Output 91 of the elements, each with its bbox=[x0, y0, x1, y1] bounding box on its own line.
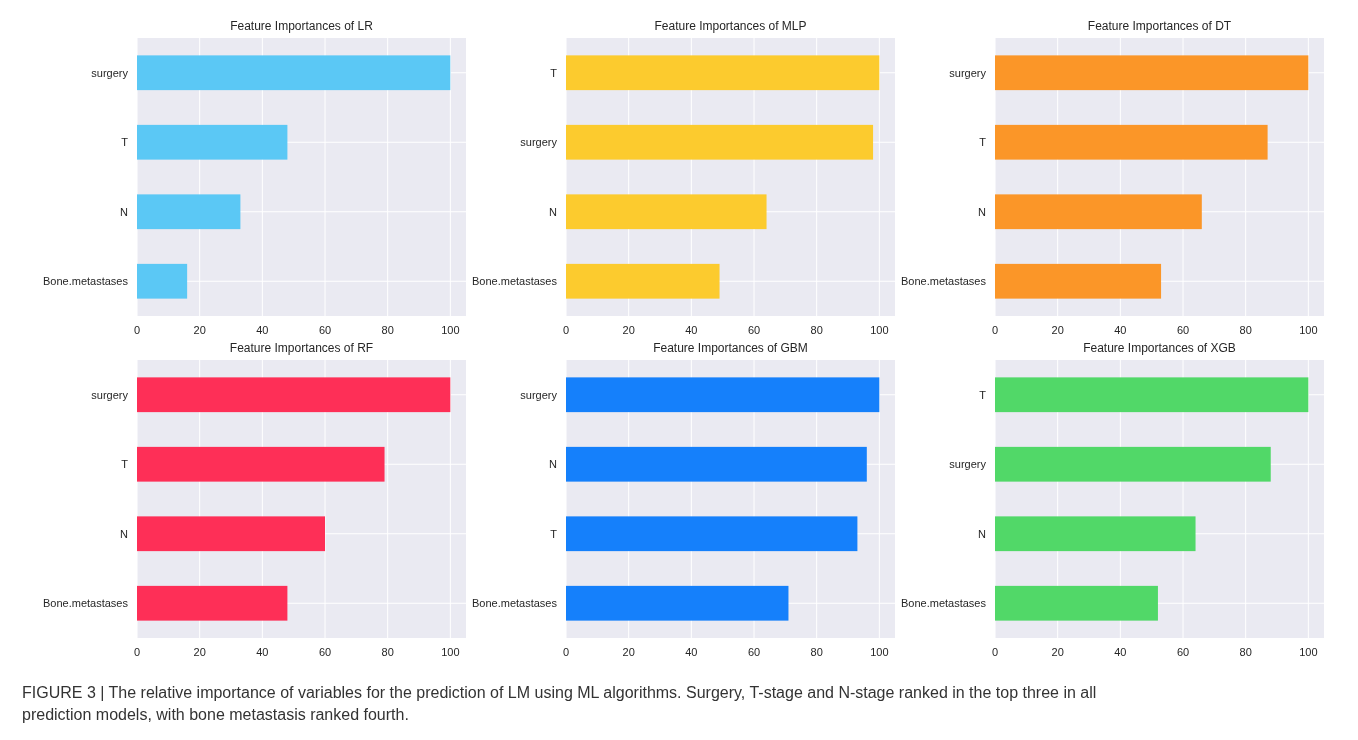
chart-title: Feature Importances of LR bbox=[230, 19, 374, 33]
x-tick-label: 80 bbox=[1239, 646, 1252, 658]
bar bbox=[995, 263, 1162, 299]
x-tick-label: 80 bbox=[381, 646, 394, 658]
bar bbox=[137, 446, 385, 482]
bar bbox=[566, 124, 874, 160]
x-tick-label: 60 bbox=[747, 324, 761, 336]
bar bbox=[137, 263, 188, 299]
chart-title: Feature Importances of RF bbox=[229, 341, 374, 355]
bar bbox=[137, 377, 451, 413]
x-tick-label: 20 bbox=[1051, 324, 1064, 336]
y-tick-label: T bbox=[550, 527, 558, 540]
bar bbox=[566, 55, 880, 91]
bar bbox=[995, 124, 1268, 160]
bar bbox=[137, 585, 288, 621]
y-tick-label: Bone.metastases bbox=[901, 597, 987, 610]
x-tick-label: 100 bbox=[1299, 324, 1318, 336]
bar bbox=[137, 55, 451, 91]
x-tick-label: 20 bbox=[622, 324, 635, 336]
x-tick-label: 100 bbox=[441, 646, 460, 658]
y-tick-label: Bone.metastases bbox=[43, 275, 129, 288]
x-tick-label: 100 bbox=[441, 324, 460, 336]
x-tick-label: 20 bbox=[1051, 646, 1064, 658]
x-tick-label: 100 bbox=[870, 646, 889, 658]
bar bbox=[995, 55, 1309, 91]
y-tick-label: surgery bbox=[949, 458, 987, 471]
chart-title: Feature Importances of GBM bbox=[653, 341, 808, 355]
x-tick-label: 40 bbox=[256, 324, 269, 336]
caption: FIGURE 3 | The relative importance of variables for the prediction of LM using ML algorithms. Surgery, T-stage and N-stage ranked in the top three in all prediction models, with bone metastasis ranked fourth. bbox=[22, 684, 1097, 723]
y-tick-label: Bone.metastases bbox=[472, 597, 558, 610]
bar bbox=[566, 194, 767, 230]
bar bbox=[995, 194, 1202, 230]
x-tick-label: 0 bbox=[133, 324, 141, 336]
bar bbox=[995, 585, 1158, 621]
x-tick-label: 80 bbox=[810, 324, 823, 336]
x-tick-label: 20 bbox=[622, 646, 635, 658]
y-tick-label: Bone.metastases bbox=[901, 275, 987, 288]
x-tick-label: 20 bbox=[193, 324, 206, 336]
y-tick-label: N bbox=[549, 458, 558, 471]
y-tick-label: N bbox=[978, 527, 987, 540]
y-tick-label: N bbox=[549, 205, 558, 218]
x-tick-label: 60 bbox=[318, 324, 332, 336]
y-tick-label: surgery bbox=[520, 136, 558, 149]
x-tick-label: 0 bbox=[991, 324, 999, 336]
x-tick-label: 40 bbox=[1114, 646, 1127, 658]
x-tick-label: 60 bbox=[1176, 646, 1190, 658]
chart-title: Feature Importances of MLP bbox=[654, 19, 807, 33]
x-tick-label: 40 bbox=[685, 324, 698, 336]
y-tick-label: T bbox=[550, 66, 558, 79]
bar bbox=[137, 124, 288, 160]
bar bbox=[137, 194, 241, 230]
bar bbox=[995, 377, 1309, 413]
x-tick-label: 40 bbox=[685, 646, 698, 658]
x-tick-label: 60 bbox=[318, 646, 332, 658]
bar bbox=[566, 516, 858, 552]
x-tick-label: 80 bbox=[381, 324, 394, 336]
x-tick-label: 0 bbox=[562, 646, 570, 658]
x-tick-label: 40 bbox=[1114, 324, 1127, 336]
y-tick-label: surgery bbox=[949, 66, 987, 79]
x-tick-label: 0 bbox=[562, 324, 570, 336]
y-tick-label: surgery bbox=[91, 388, 129, 401]
y-tick-label: T bbox=[121, 458, 129, 471]
x-tick-label: 0 bbox=[991, 646, 999, 658]
x-tick-label: 100 bbox=[870, 324, 889, 336]
bar bbox=[995, 446, 1271, 482]
chart-title: Feature Importances of DT bbox=[1087, 19, 1232, 33]
bar bbox=[566, 263, 720, 299]
x-tick-label: 60 bbox=[1176, 324, 1190, 336]
chart-title: Feature Importances of XGB bbox=[1083, 341, 1236, 355]
bar bbox=[137, 516, 325, 552]
bar bbox=[566, 446, 867, 482]
x-tick-label: 80 bbox=[1239, 324, 1252, 336]
y-tick-label: Bone.metastases bbox=[472, 275, 558, 288]
bar bbox=[566, 585, 789, 621]
y-tick-label: N bbox=[978, 205, 987, 218]
y-tick-label: T bbox=[121, 136, 129, 149]
y-tick-label: surgery bbox=[520, 388, 558, 401]
x-tick-label: 40 bbox=[256, 646, 269, 658]
y-tick-label: surgery bbox=[91, 66, 129, 79]
y-tick-label: T bbox=[979, 136, 987, 149]
bar bbox=[995, 516, 1196, 552]
x-tick-label: 80 bbox=[810, 646, 823, 658]
x-tick-label: 20 bbox=[193, 646, 206, 658]
y-tick-label: N bbox=[120, 527, 129, 540]
y-tick-label: T bbox=[979, 388, 987, 401]
bar bbox=[566, 377, 880, 413]
y-tick-label: N bbox=[120, 205, 129, 218]
y-tick-label: Bone.metastases bbox=[43, 597, 129, 610]
x-tick-label: 60 bbox=[747, 646, 761, 658]
x-tick-label: 0 bbox=[133, 646, 141, 658]
x-tick-label: 100 bbox=[1299, 646, 1318, 658]
